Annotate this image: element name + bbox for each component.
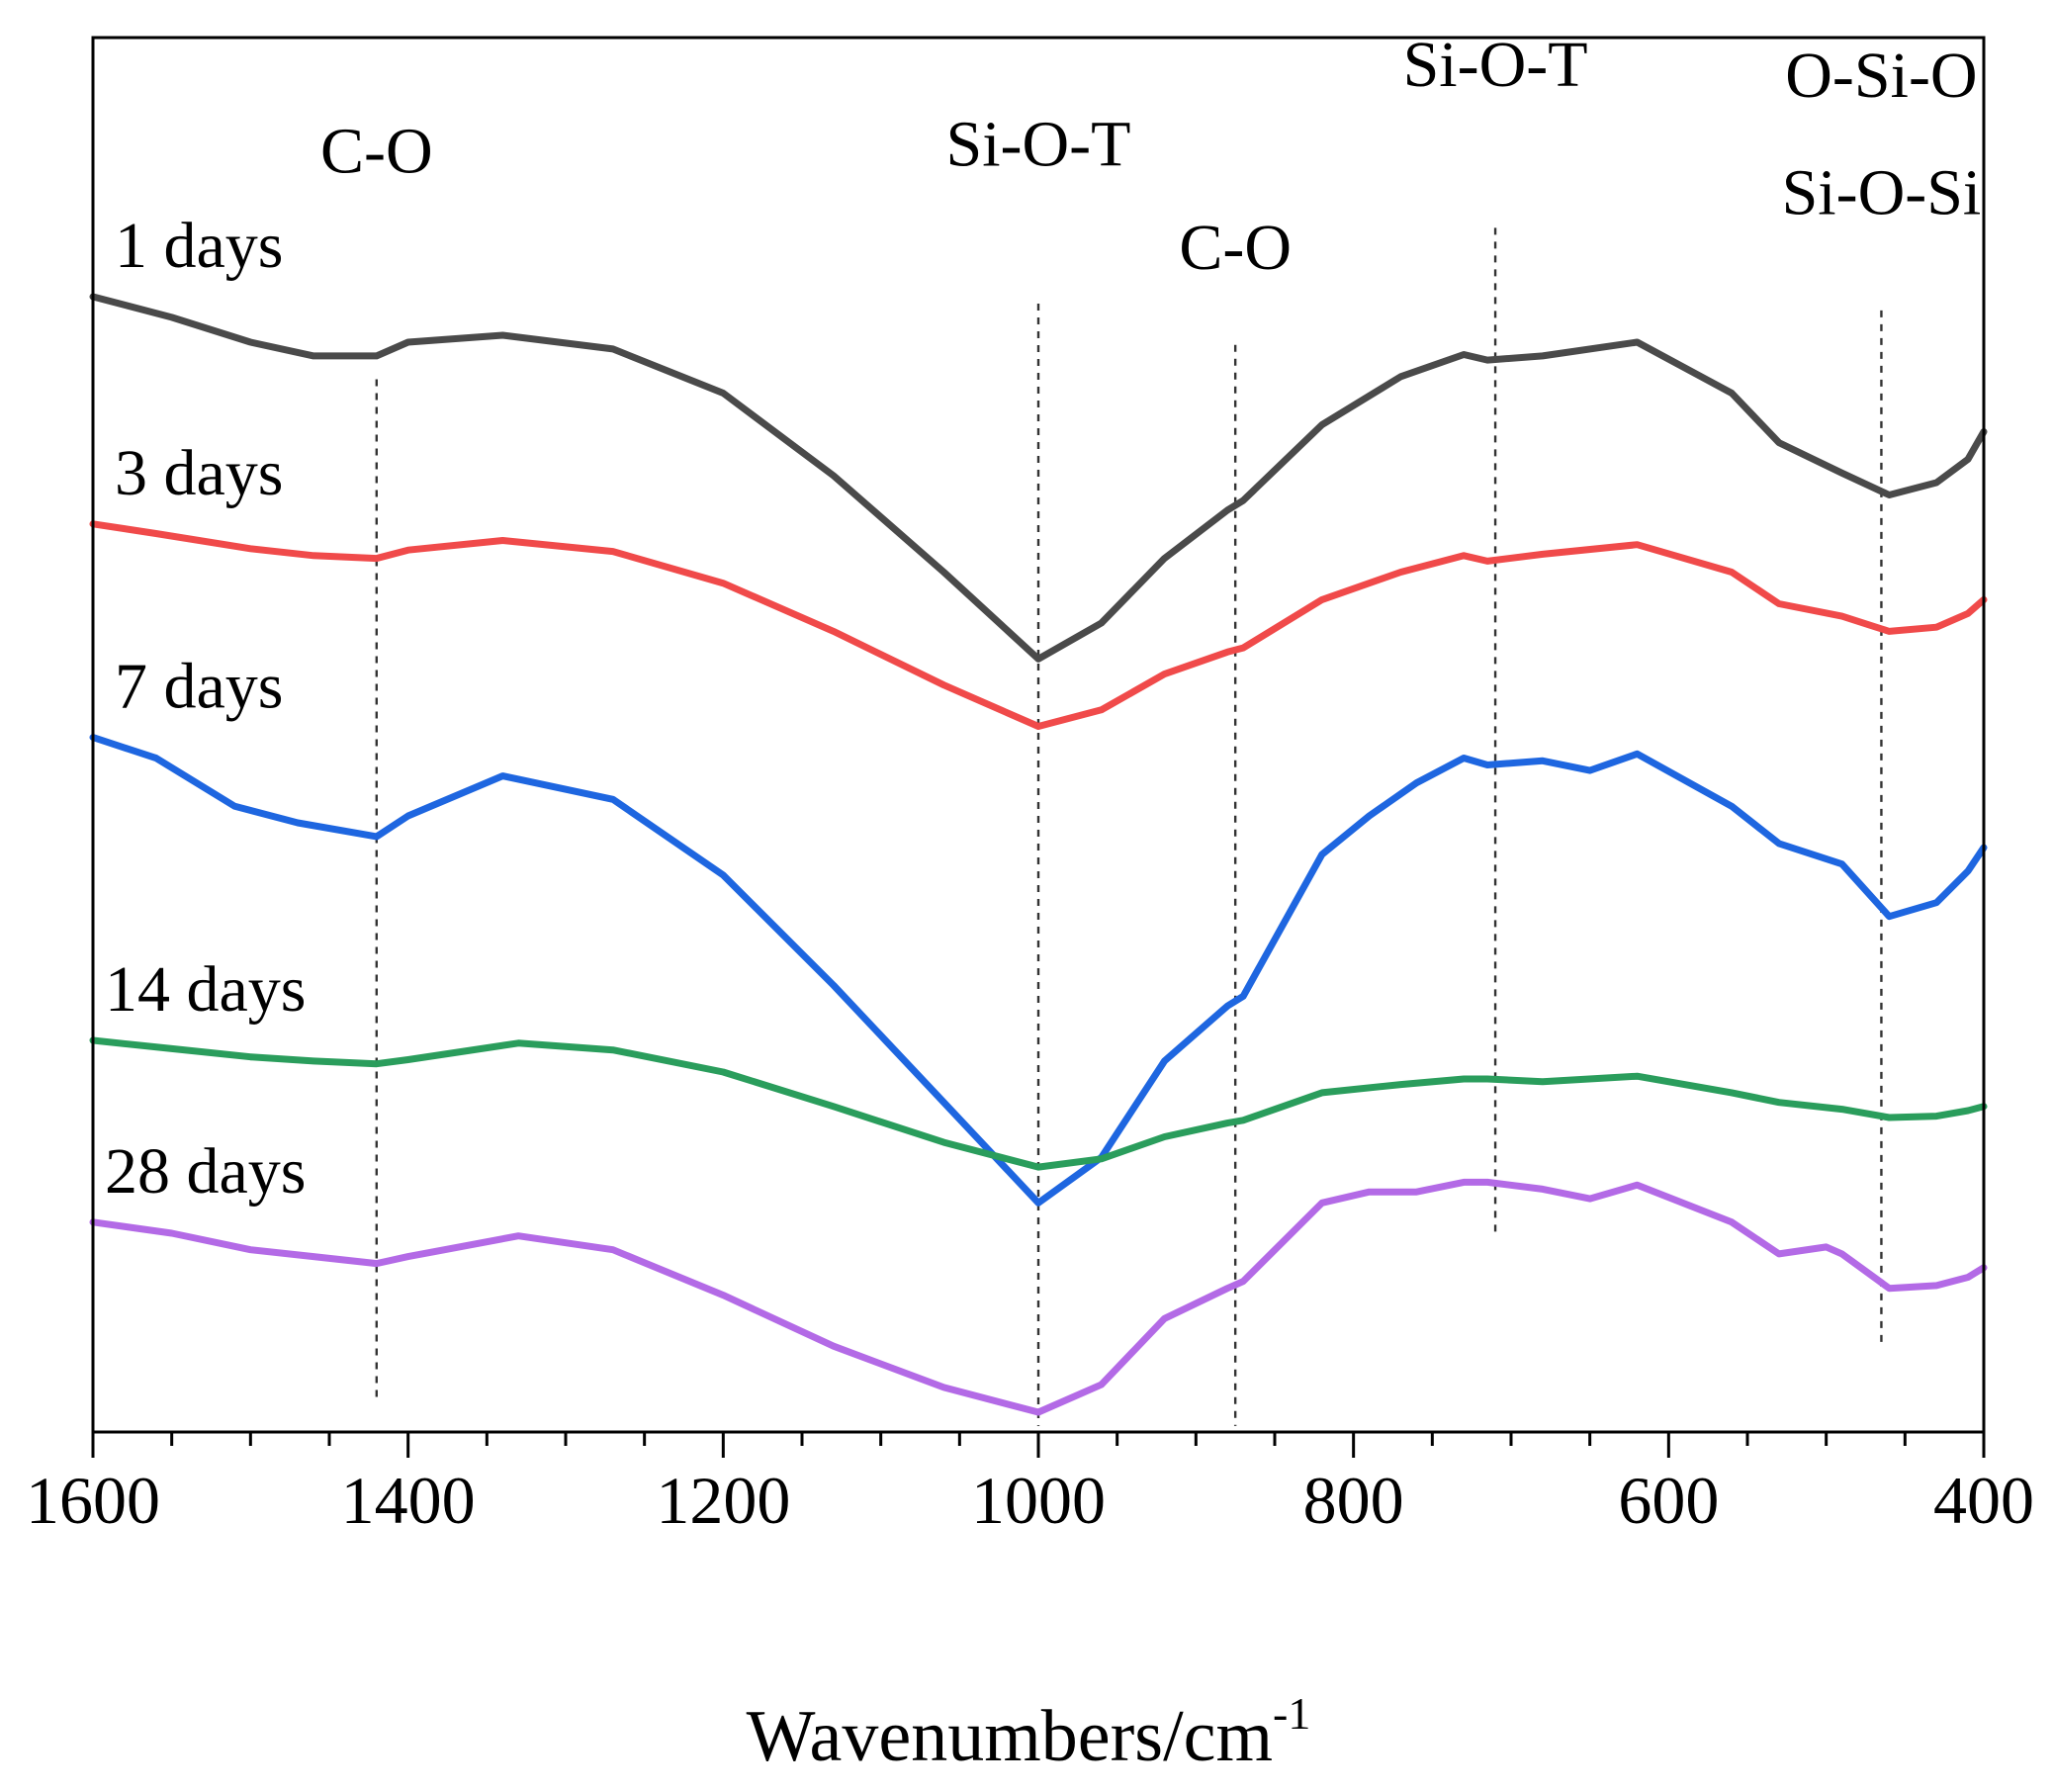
series-line-3-days <box>89 520 1988 730</box>
series-line-14-days <box>89 1036 1988 1171</box>
annotation-label: Si-O-Si <box>1782 156 1982 228</box>
series-label: 3 days <box>115 437 283 509</box>
x-axis-title: Wavenumbers/cm-1 <box>747 1688 1311 1777</box>
x-tick-label: 1600 <box>26 1463 160 1538</box>
annotation-label: O-Si-O <box>1785 40 1977 112</box>
x-axis-title-superscript: -1 <box>1273 1688 1310 1739</box>
x-axis-ticks <box>91 1432 1986 1458</box>
series-label: 7 days <box>115 651 283 723</box>
series-label: 28 days <box>105 1135 306 1208</box>
annotation-label: C-O <box>1179 212 1292 284</box>
series-line-1-days <box>89 293 1988 663</box>
series-line-28-days <box>89 1178 1988 1416</box>
x-tick-label: 400 <box>1933 1463 2034 1538</box>
x-axis-title-text: Wavenumbers/cm <box>747 1696 1273 1777</box>
series-labels: 1 days 3 days 7 days 14 days 28 days <box>105 210 306 1208</box>
annotation-labels: C-O Si-O-T C-O Si-O-T O-Si-O Si-O-Si <box>320 29 1981 284</box>
annotation-label: Si-O-T <box>1403 29 1588 101</box>
x-tick-label: 800 <box>1303 1463 1404 1538</box>
x-tick-label: 1200 <box>656 1463 790 1538</box>
annotation-label: C-O <box>320 116 433 188</box>
annotation-label: Si-O-T <box>946 109 1131 181</box>
series-group <box>89 293 1988 1416</box>
plot-frame <box>91 36 1986 1434</box>
series-label: 14 days <box>105 953 306 1026</box>
annotation-lines <box>375 227 1883 1426</box>
series-line-7-days <box>89 734 1988 1207</box>
x-tick-label: 1400 <box>341 1463 476 1538</box>
x-tick-label: 600 <box>1618 1463 1719 1538</box>
x-axis-tick-labels: 1600 1400 1200 1000 800 600 400 <box>26 1463 2034 1538</box>
series-label: 1 days <box>115 210 283 282</box>
x-tick-label: 1000 <box>971 1463 1106 1538</box>
